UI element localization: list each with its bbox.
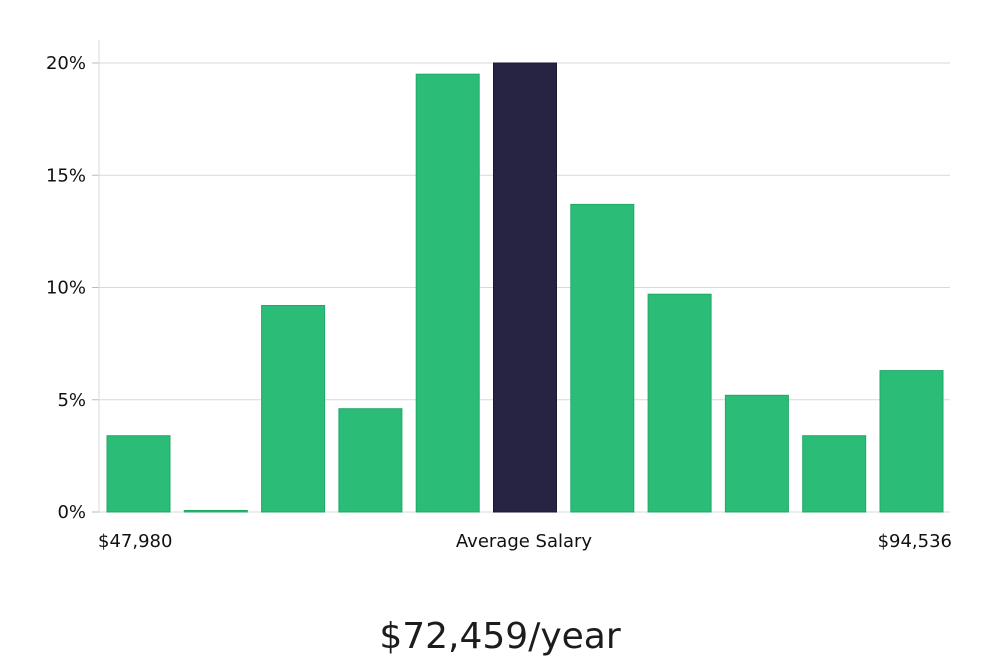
y-tick-label-5: 5% [57, 390, 86, 411]
bar-7 [647, 293, 712, 513]
bar-2 [261, 305, 326, 513]
bar-highlighted-5 [493, 62, 557, 513]
bar-9 [802, 435, 867, 513]
bar-1 [183, 510, 248, 513]
y-tick-label-0: 0% [57, 502, 86, 523]
bar-10 [879, 370, 944, 513]
y-tick-labels: 0% 5% 10% 15% 20% [46, 53, 86, 523]
bar-4 [415, 73, 480, 513]
x-axis-title: Average Salary [456, 531, 593, 552]
bar-3 [338, 408, 403, 513]
x-min-label: $47,980 [98, 531, 172, 552]
y-tick-label-15: 15% [46, 165, 86, 186]
bars [106, 62, 944, 513]
y-tick-label-20: 20% [46, 53, 86, 74]
bar-8 [724, 394, 789, 513]
y-tick-label-10: 10% [46, 278, 86, 299]
bar-0 [106, 435, 171, 513]
bar-6 [570, 203, 635, 513]
x-max-label: $94,536 [878, 531, 952, 552]
average-salary-headline: $72,459/year [379, 616, 621, 657]
